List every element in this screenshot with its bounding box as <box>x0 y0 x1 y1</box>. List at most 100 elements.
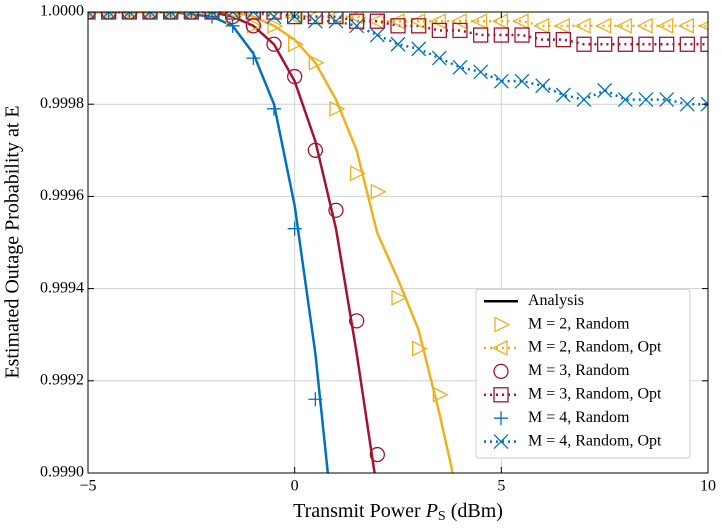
y-tick-label: 0.9990 <box>40 464 84 481</box>
marker <box>471 13 488 30</box>
marker <box>431 22 447 39</box>
marker <box>493 27 509 43</box>
marker <box>367 13 384 30</box>
marker <box>245 12 261 20</box>
marker <box>574 17 591 34</box>
marker <box>184 12 199 19</box>
marker <box>369 446 385 463</box>
marker <box>349 13 365 29</box>
legend-label: M = 3, Random <box>528 362 630 379</box>
marker <box>369 27 385 43</box>
marker <box>102 12 119 21</box>
marker <box>307 142 323 158</box>
legend-label: M = 2, Random, Opt <box>528 339 662 356</box>
marker <box>143 12 160 21</box>
marker <box>101 12 116 19</box>
marker <box>473 27 489 43</box>
marker <box>431 50 447 66</box>
marker <box>202 12 219 21</box>
marker <box>493 73 509 89</box>
marker <box>307 12 323 25</box>
marker <box>287 68 303 85</box>
marker <box>700 36 708 52</box>
x-label-subscript: S <box>438 509 446 524</box>
marker <box>288 36 305 53</box>
marker <box>411 41 427 57</box>
marker <box>225 12 241 20</box>
marker <box>512 13 529 30</box>
marker <box>163 12 178 19</box>
marker <box>163 12 179 20</box>
analysis-line <box>88 12 455 473</box>
legend-label: M = 2, Random <box>528 315 630 332</box>
marker <box>388 13 405 30</box>
axes: −5 0 5 10 0.9990 0.9992 0.9994 0.9996 0.9998 1.00… <box>40 3 716 495</box>
marker <box>638 36 654 52</box>
marker <box>429 13 446 30</box>
marker <box>412 340 429 357</box>
marker <box>450 13 467 30</box>
legend-label: M = 4, Random <box>528 409 630 426</box>
marker <box>535 32 551 48</box>
y-axis-label: Estimated Outage Probability at E <box>2 105 24 378</box>
marker <box>143 12 157 19</box>
x-tick-label: 10 <box>700 478 716 495</box>
marker <box>204 12 220 20</box>
marker <box>267 17 284 34</box>
marker <box>657 17 674 34</box>
x-axis-label: Transmit Power PS (dBm) <box>293 500 503 525</box>
marker <box>349 313 365 329</box>
legend-label: M = 3, Random, Opt <box>528 385 662 402</box>
marker <box>493 363 509 380</box>
marker <box>164 12 181 21</box>
marker <box>514 27 530 43</box>
legend: Analysis M = 2, Random M = 2, Random, Opt M… <box>475 288 691 459</box>
marker <box>266 36 282 52</box>
marker <box>243 12 260 21</box>
axes-frame <box>87 11 709 474</box>
marker <box>617 92 633 108</box>
marker <box>533 17 550 34</box>
plot-area <box>88 12 708 473</box>
analysis-line <box>88 12 376 473</box>
y-tick-label: 0.9994 <box>40 279 84 296</box>
legend-label: Analysis <box>528 292 584 309</box>
marker <box>246 51 261 66</box>
marker <box>328 12 344 25</box>
marker <box>597 82 613 98</box>
marker <box>142 12 158 20</box>
marker <box>638 92 654 108</box>
y-tick-label: 0.9998 <box>40 95 84 112</box>
marker <box>390 18 406 34</box>
marker <box>267 101 281 116</box>
marker <box>121 12 137 20</box>
marker <box>491 13 508 30</box>
marker <box>698 21 708 31</box>
marker <box>181 12 198 21</box>
legend-box <box>475 288 691 459</box>
marker <box>246 17 263 34</box>
marker <box>307 13 323 29</box>
marker <box>122 12 139 21</box>
marker <box>329 100 346 117</box>
marker <box>411 18 427 34</box>
marker <box>245 12 261 20</box>
marker <box>636 17 653 34</box>
marker <box>391 289 408 306</box>
marker <box>555 87 571 103</box>
marker <box>266 12 282 20</box>
marker <box>328 13 344 29</box>
marker <box>679 96 695 112</box>
marker <box>409 13 426 30</box>
marker <box>659 92 675 108</box>
marker <box>493 434 509 450</box>
marker <box>101 12 117 20</box>
marker <box>491 339 508 357</box>
y-tick-label: 1.0000 <box>40 3 84 20</box>
marker <box>347 12 364 25</box>
marker <box>88 12 98 17</box>
marker <box>597 36 613 52</box>
analysis-line <box>88 12 330 473</box>
marker <box>183 12 199 20</box>
